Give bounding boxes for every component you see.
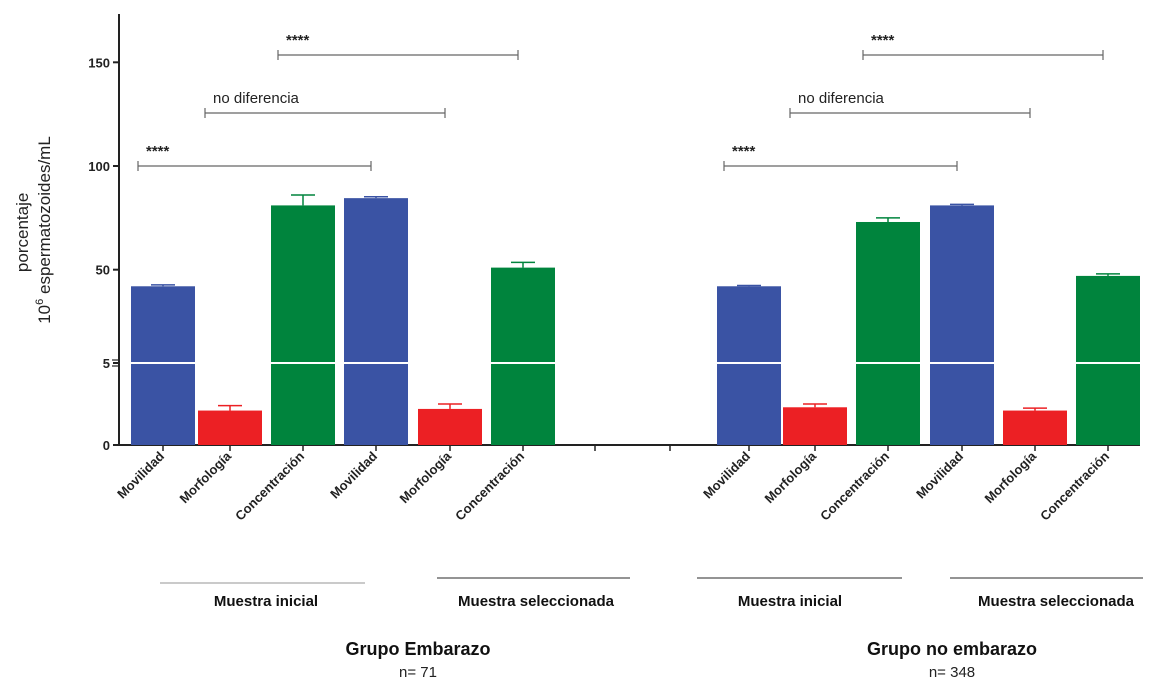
bar [344, 198, 408, 445]
x-tick-label: Morfología [177, 448, 235, 506]
group-n: n= 348 [929, 664, 975, 681]
bar [1076, 275, 1140, 445]
significance-label: **** [732, 143, 756, 160]
x-tick-label: Movilidad [913, 448, 966, 501]
bar [418, 408, 482, 445]
y-tick-label: 100 [88, 159, 110, 174]
bar [1003, 410, 1067, 445]
y-axis-label-base: 10 [35, 305, 54, 324]
significance-label: **** [146, 143, 170, 160]
x-tick-label: Concentración [452, 448, 527, 523]
bar [930, 205, 994, 445]
y-axis-label-exponent: 6 [34, 299, 46, 305]
group-title: Grupo Embarazo [345, 639, 490, 659]
bar [856, 221, 920, 445]
x-tick-label: Morfología [397, 448, 455, 506]
x-tick-label: Morfología [762, 448, 820, 506]
x-tick-label: Concentración [817, 448, 892, 523]
y-tick-label: 150 [88, 55, 110, 70]
x-tick-label: Movilidad [700, 448, 753, 501]
y-tick-label: 0 [103, 438, 110, 453]
significance-label: no diferencia [798, 90, 885, 107]
subgroup-label: Muestra inicial [738, 593, 842, 610]
y-tick-label: 50 [96, 263, 110, 278]
bar [783, 407, 847, 445]
y-axis-label-line2: 106 espermatozoides/mL [34, 136, 54, 324]
bar [491, 267, 555, 445]
significance-label: no diferencia [213, 90, 300, 107]
x-tick-label: Movilidad [114, 448, 167, 501]
subgroup-label: Muestra inicial [214, 593, 318, 610]
significance-label: **** [286, 32, 310, 49]
bar [131, 286, 195, 445]
y-axis-label: porcentaje 106 espermatozoides/mL [13, 136, 54, 324]
bar [717, 286, 781, 445]
y-axis-label-line1: porcentaje [13, 193, 32, 272]
x-tick-label: Morfología [982, 448, 1040, 506]
subgroup-label: Muestra seleccionada [978, 593, 1135, 610]
group-n: n= 71 [399, 664, 437, 681]
bar [198, 410, 262, 445]
x-tick-label: Concentración [232, 448, 307, 523]
significance-label: **** [871, 32, 895, 49]
y-tick-label: 5 [103, 356, 110, 371]
x-tick-label: Concentración [1037, 448, 1112, 523]
x-tick-label: Movilidad [327, 448, 380, 501]
y-axis-label-unit: espermatozoides/mL [35, 136, 54, 299]
group-title: Grupo no embarazo [867, 639, 1037, 659]
bar [271, 205, 335, 445]
subgroup-label: Muestra seleccionada [458, 593, 615, 610]
